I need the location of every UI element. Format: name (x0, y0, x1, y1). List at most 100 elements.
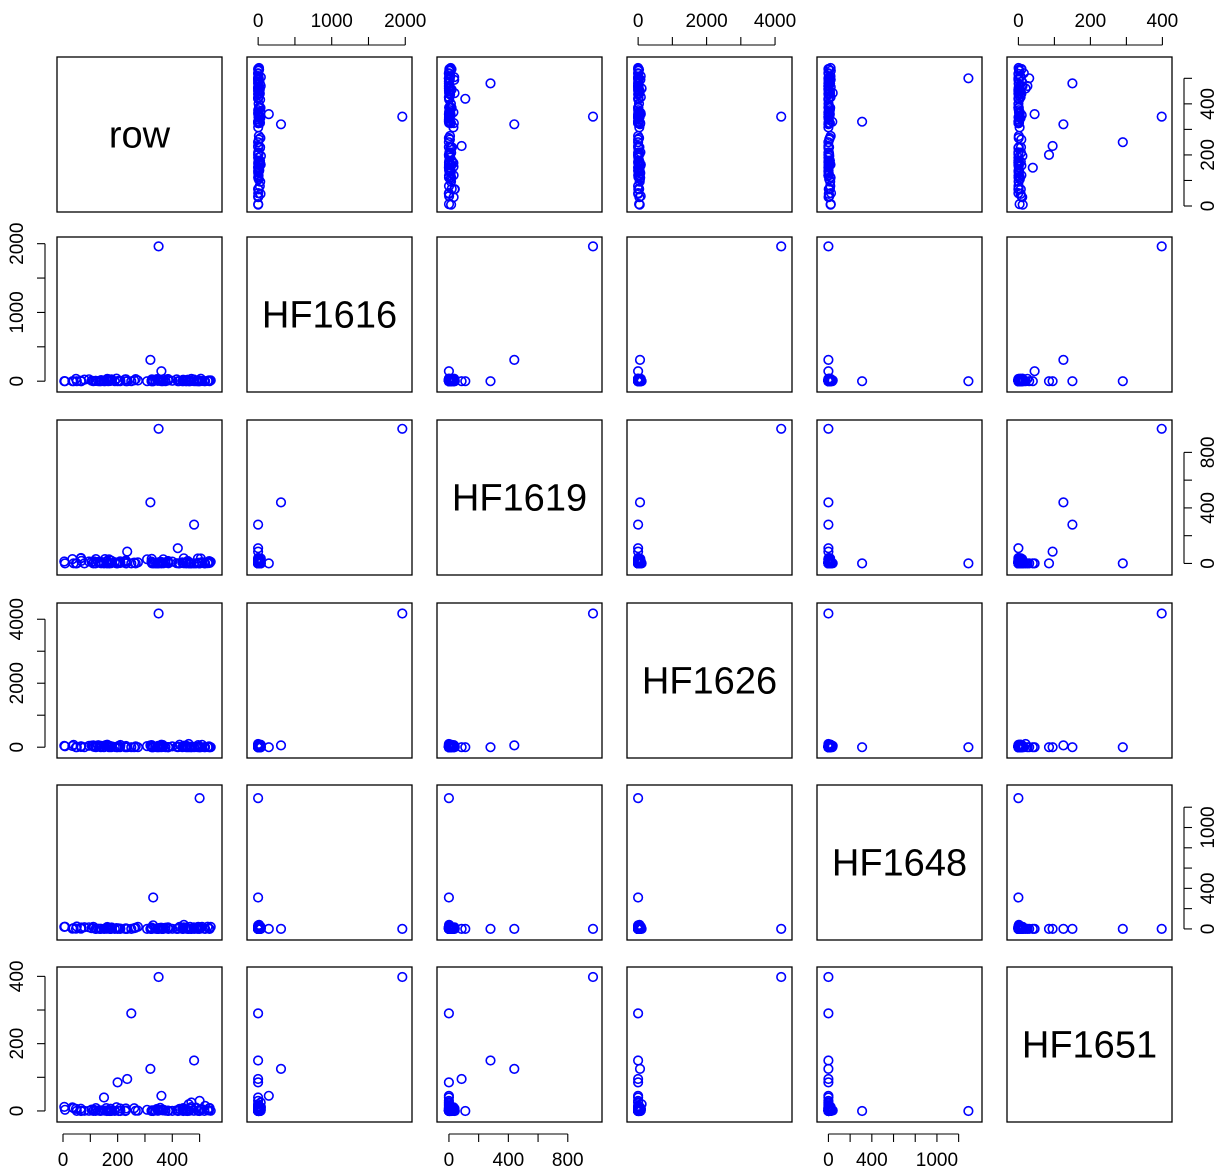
data-point (253, 558, 264, 569)
data-point (632, 1100, 644, 1111)
data-point (448, 192, 459, 203)
data-point (253, 73, 264, 84)
data-point (253, 162, 264, 173)
panel-border (246, 419, 413, 576)
data-point (823, 137, 834, 148)
data-point (253, 83, 264, 94)
data-point (253, 1073, 264, 1085)
panel-HF1616-HF1619 (436, 236, 603, 393)
data-point (183, 376, 194, 387)
data-point (126, 742, 137, 753)
data-point (200, 742, 211, 753)
panel-border (816, 784, 983, 941)
data-point (156, 923, 167, 935)
data-point (1067, 742, 1078, 753)
x-tick-label: 0 (633, 11, 644, 32)
data-point (253, 1055, 264, 1066)
x-tick-label: 400 (1147, 11, 1179, 32)
panel-border (56, 236, 223, 393)
panel-HF1648-row (56, 784, 223, 941)
data-point (253, 191, 264, 202)
data-point (823, 558, 834, 569)
data-point (632, 137, 644, 148)
data-point (112, 376, 123, 387)
data-point (88, 1104, 100, 1115)
data-point (1024, 376, 1035, 387)
data-point (509, 1063, 520, 1074)
panel-HF1626-HF1626: HF1626 (626, 602, 793, 759)
panel-HF1651-row (56, 966, 223, 1123)
data-point (1117, 923, 1128, 935)
data-point (443, 738, 455, 750)
data-point (823, 119, 834, 130)
data-point (443, 111, 455, 123)
data-point (194, 923, 205, 935)
data-point (1013, 73, 1024, 84)
data-point (443, 1008, 455, 1019)
panel-HF1648-HF1616 (246, 784, 413, 941)
data-point (460, 376, 471, 387)
data-point (253, 116, 264, 127)
data-point (1043, 923, 1055, 935)
data-point (443, 83, 455, 94)
data-point (485, 376, 496, 387)
panel-HF1651-HF1619 (436, 966, 603, 1123)
data-point (1067, 78, 1078, 89)
panel-HF1616-HF1626 (626, 236, 793, 393)
data-point (824, 88, 835, 99)
data-point (194, 792, 205, 804)
panel-HF1648-HF1648: HF1648 (816, 784, 983, 941)
y-tick-label: 0 (1198, 558, 1219, 569)
panel-border (436, 56, 603, 213)
data-point (1018, 558, 1029, 569)
data-point (183, 738, 194, 750)
data-point (172, 543, 183, 554)
data-point (823, 1055, 834, 1066)
data-point (443, 142, 455, 153)
data-point (634, 1063, 646, 1074)
data-point (823, 1073, 834, 1085)
data-point (1067, 923, 1078, 935)
data-point (1047, 742, 1058, 753)
data-point (189, 376, 200, 387)
data-point (1013, 376, 1024, 387)
data-point (632, 73, 644, 84)
data-point (1013, 68, 1024, 79)
panel-border (626, 784, 793, 941)
data-point (98, 376, 110, 387)
panel-HF1619-HF1619: HF1619 (436, 419, 603, 576)
data-point (443, 73, 455, 84)
x-tick-label: 0 (58, 1150, 69, 1171)
data-point (823, 1100, 834, 1111)
variable-label: HF1616 (262, 295, 397, 337)
data-point (112, 1077, 123, 1088)
data-point (1117, 137, 1128, 148)
data-point (509, 923, 520, 935)
data-point (776, 111, 787, 122)
data-point (194, 1095, 205, 1106)
data-point (632, 892, 644, 903)
variable-label: HF1619 (452, 478, 587, 520)
data-point (183, 1099, 194, 1110)
data-point (485, 1055, 496, 1066)
data-point (132, 375, 143, 386)
data-point (443, 1077, 455, 1088)
panel-border (626, 602, 793, 759)
data-point (856, 742, 868, 753)
data-point (68, 558, 79, 569)
data-point (823, 543, 834, 554)
panel-border (246, 602, 413, 759)
x-tick-label: 400 (856, 1150, 888, 1171)
panel-border (816, 602, 983, 759)
data-point (172, 1105, 183, 1117)
panel-HF1616-HF1648 (816, 236, 983, 393)
data-point (632, 376, 644, 387)
panel-row-row: row (56, 56, 223, 213)
data-point (88, 556, 100, 567)
data-point (153, 1104, 164, 1115)
data-point (1047, 546, 1058, 557)
data-point (145, 497, 156, 508)
variable-label: row (109, 115, 171, 157)
data-point (254, 88, 265, 99)
panel-border (816, 56, 983, 213)
